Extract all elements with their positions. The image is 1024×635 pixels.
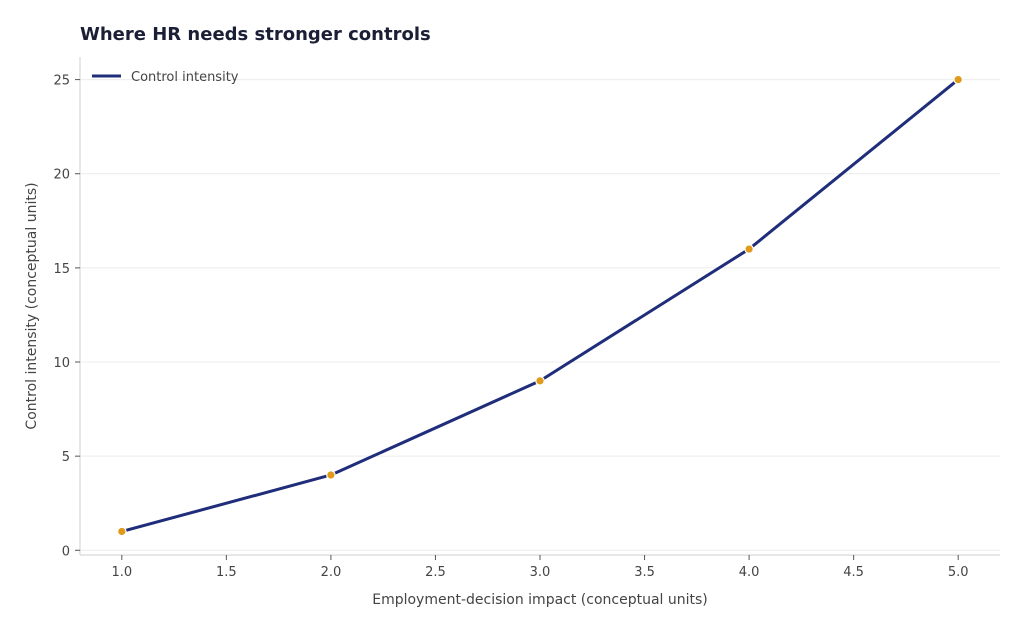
x-tick-label: 5.0 bbox=[948, 565, 969, 580]
gridlines bbox=[80, 79, 1000, 551]
data-point-marker bbox=[326, 470, 336, 480]
y-tick-label: 10 bbox=[53, 356, 70, 371]
y-tick-label: 25 bbox=[53, 74, 70, 89]
axes bbox=[79, 57, 1000, 556]
x-tick-label: 1.0 bbox=[111, 565, 132, 580]
data-point-marker bbox=[117, 526, 127, 537]
data-point-marker bbox=[535, 376, 545, 386]
series-layer bbox=[117, 74, 963, 537]
legend-label: Control intensity bbox=[131, 70, 239, 85]
y-tick-label: 0 bbox=[62, 544, 70, 559]
x-axis-label: Employment-decision impact (conceptual u… bbox=[372, 592, 708, 608]
y-axis-label: Control intensity (conceptual units) bbox=[24, 182, 40, 429]
x-axis-ticks: 1.0 1.5 2.0 2.5 3.0 3.5 4.0 4.5 5.0 bbox=[111, 555, 969, 580]
y-tick-label: 5 bbox=[62, 450, 70, 465]
x-tick-label: 2.0 bbox=[321, 565, 342, 580]
x-tick-label: 4.5 bbox=[843, 565, 864, 580]
y-tick-label: 15 bbox=[53, 262, 70, 277]
legend: Control intensity bbox=[92, 70, 239, 85]
y-tick-label: 20 bbox=[53, 168, 70, 183]
x-tick-label: 3.5 bbox=[634, 565, 655, 580]
data-point-marker bbox=[744, 244, 754, 254]
x-tick-label: 4.0 bbox=[739, 565, 760, 580]
x-tick-label: 2.5 bbox=[425, 565, 446, 580]
x-tick-label: 1.5 bbox=[216, 565, 237, 580]
chart-title: Where HR needs stronger controls bbox=[80, 24, 431, 45]
y-axis-ticks: 0 5 10 15 20 25 bbox=[53, 74, 80, 559]
x-tick-label: 3.0 bbox=[530, 565, 551, 580]
series-line bbox=[120, 78, 960, 533]
data-point-marker bbox=[953, 74, 963, 85]
